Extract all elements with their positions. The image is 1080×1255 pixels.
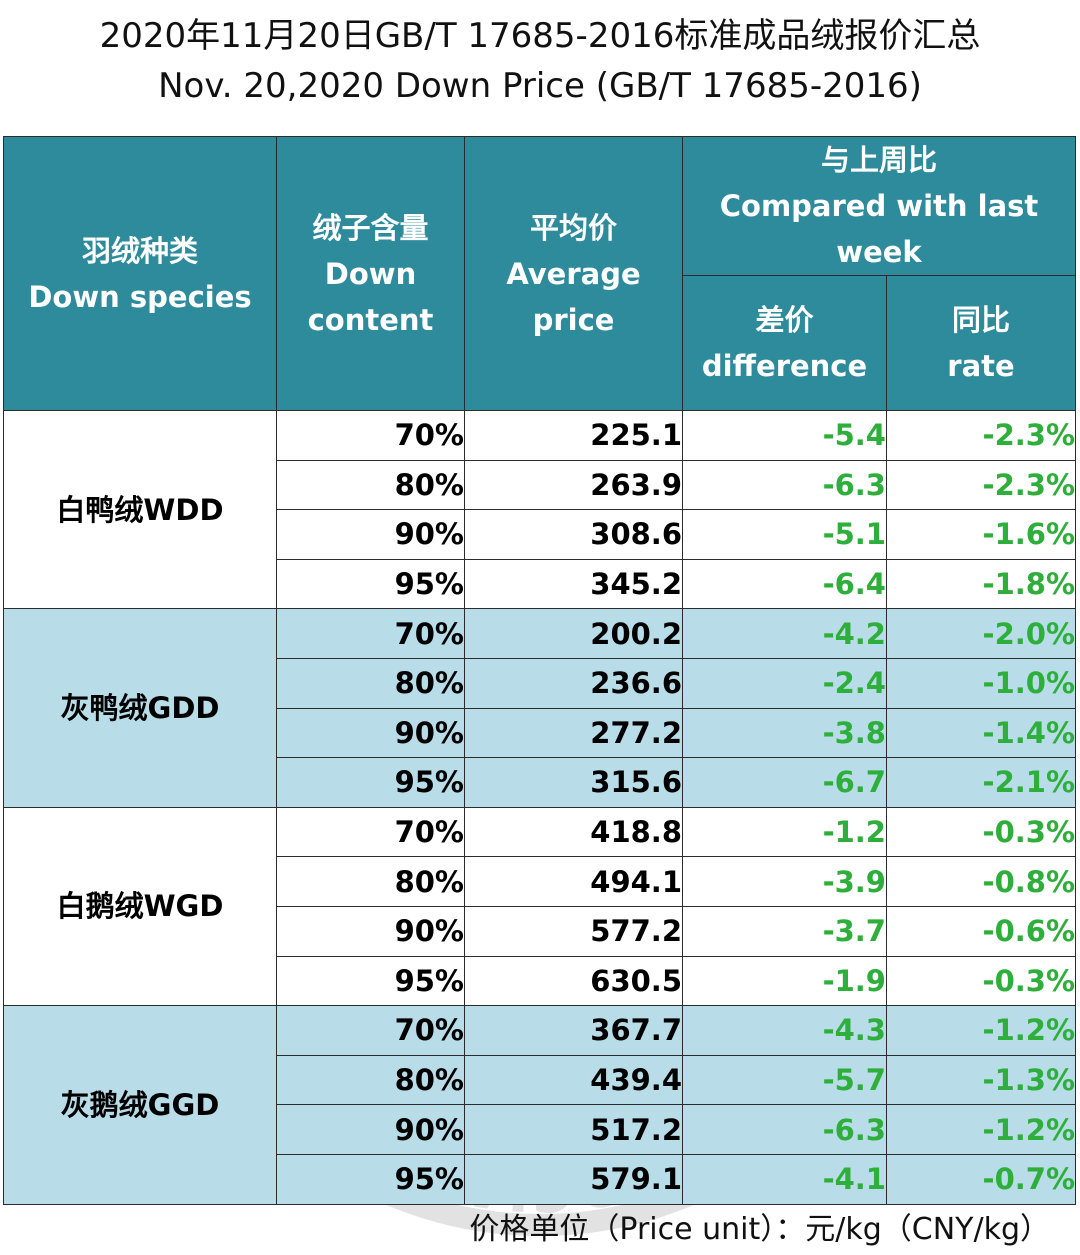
- content-cell: 90%: [276, 707, 465, 759]
- header-rate: 同比 rate: [885, 275, 1077, 411]
- difference-cell: -4.3: [682, 1005, 887, 1056]
- content-cell: 70%: [276, 410, 465, 461]
- difference-cell: -2.4: [682, 657, 887, 709]
- table-row: 95% 579.1 -4.1 -0.7%: [4, 1153, 1077, 1205]
- header-compared-last-week: 与上周比 Compared with last week: [681, 136, 1077, 276]
- average-price-cell: 236.6: [464, 657, 683, 709]
- content-cell: 80%: [276, 856, 465, 907]
- average-price-cell: 225.1: [464, 410, 683, 461]
- down-price-table: 羽绒种类 Down species 绒子含量 Down content 平均价 Aver…: [3, 136, 1077, 1205]
- rate-cell: -0.3%: [885, 955, 1077, 1007]
- content-cell: 95%: [276, 955, 465, 1007]
- average-price-cell: 367.7: [464, 1005, 683, 1056]
- average-price-cell: 630.5: [464, 955, 683, 1007]
- rate-cell: -1.8%: [885, 558, 1077, 610]
- rate-cell: -0.8%: [885, 856, 1077, 907]
- content-cell: 70%: [276, 608, 465, 659]
- rate-cell: -0.6%: [885, 905, 1077, 957]
- average-price-cell: 517.2: [464, 1104, 683, 1155]
- content-cell: 95%: [276, 757, 465, 808]
- rate-cell: -1.0%: [885, 657, 1077, 709]
- average-price-cell: 345.2: [464, 558, 683, 610]
- species-cell: 白鸭绒WDD: [3, 409, 277, 610]
- difference-cell: -3.8: [682, 707, 887, 759]
- table-row: 95% 630.5 -1.9 -0.3%: [4, 955, 1077, 1007]
- table-row: 90% 277.2 -3.8 -1.4%: [4, 707, 1077, 759]
- table-row: 白鸭绒WDD 70% 225.1 -5.4 -2.3%: [3, 409, 1077, 610]
- title-chinese: 2020年11月20日GB/T 17685-2016标准成品绒报价汇总: [99, 16, 981, 56]
- rate-cell: -1.3%: [885, 1054, 1077, 1106]
- species-cell: 灰鸭绒GDD: [3, 608, 277, 808]
- average-price-cell: 579.1: [464, 1153, 683, 1205]
- difference-cell: -5.1: [682, 509, 887, 560]
- header-average-price: 平均价 Average price: [464, 136, 683, 411]
- content-cell: 70%: [276, 806, 465, 858]
- difference-cell: -3.7: [682, 905, 887, 957]
- average-price-cell: 418.8: [464, 806, 683, 858]
- rate-cell: -1.4%: [885, 707, 1077, 759]
- species-cell: 白鹅绒WGD: [3, 806, 277, 1007]
- average-price-cell: 494.1: [464, 856, 683, 907]
- difference-cell: -4.1: [682, 1153, 887, 1205]
- header-down-content: 绒子含量 Down content: [276, 136, 465, 411]
- rate-cell: -2.1%: [885, 757, 1077, 808]
- content-cell: 80%: [276, 459, 465, 511]
- table-row: 90% 308.6 -5.1 -1.6%: [4, 509, 1077, 560]
- average-price-cell: 577.2: [464, 905, 683, 957]
- table-row: 95% 315.6 -6.7 -2.1%: [4, 757, 1077, 808]
- table-row: 白鹅绒WGD 70% 418.8 -1.2 -0.3%: [3, 806, 1077, 1007]
- rate-cell: -2.3%: [885, 459, 1077, 511]
- difference-cell: -1.2: [682, 806, 887, 858]
- rate-cell: -0.7%: [885, 1153, 1077, 1205]
- header-difference: 差价 difference: [682, 275, 887, 411]
- table-row: 80% 236.6 -2.4 -1.0%: [4, 657, 1077, 709]
- rate-cell: -1.2%: [885, 1005, 1077, 1056]
- average-price-cell: 308.6: [464, 509, 683, 560]
- table-row: 80% 439.4 -5.7 -1.3%: [4, 1054, 1077, 1106]
- difference-cell: -6.7: [682, 757, 887, 808]
- average-price-cell: 439.4: [464, 1054, 683, 1106]
- difference-cell: -6.4: [682, 558, 887, 610]
- rate-cell: -1.2%: [885, 1104, 1077, 1155]
- table-row: 灰鹅绒GGD 70% 367.7 -4.3 -1.2%: [3, 1005, 1077, 1205]
- table-row: 95% 345.2 -6.4 -1.8%: [4, 558, 1077, 610]
- content-cell: 80%: [276, 657, 465, 709]
- average-price-cell: 277.2: [464, 707, 683, 759]
- content-cell: 90%: [276, 905, 465, 957]
- content-cell: 90%: [276, 509, 465, 560]
- content-cell: 95%: [276, 1153, 465, 1205]
- species-cell: 灰鹅绒GGD: [3, 1005, 277, 1205]
- difference-cell: -1.9: [682, 955, 887, 1007]
- content-cell: 90%: [276, 1104, 465, 1155]
- difference-cell: -6.3: [682, 1104, 887, 1155]
- difference-cell: -5.4: [682, 410, 887, 461]
- table-row: 80% 263.9 -6.3 -2.3%: [4, 459, 1077, 511]
- average-price-cell: 263.9: [464, 459, 683, 511]
- table-row: 90% 577.2 -3.7 -0.6%: [4, 905, 1077, 957]
- average-price-cell: 200.2: [464, 608, 683, 659]
- rate-cell: -1.6%: [885, 509, 1077, 560]
- price-unit-note: 价格单位（Price unit）：元/kg（CNY/kg）: [469, 1212, 1050, 1247]
- difference-cell: -4.2: [682, 608, 887, 659]
- rate-cell: -2.0%: [885, 608, 1077, 659]
- content-cell: 95%: [276, 558, 465, 610]
- average-price-cell: 315.6: [464, 757, 683, 808]
- table-row: 灰鸭绒GDD 70% 200.2 -4.2 -2.0%: [3, 608, 1077, 808]
- difference-cell: -3.9: [682, 856, 887, 907]
- title-english: Nov. 20,2020 Down Price (GB/T 17685-2016…: [158, 66, 922, 106]
- rate-cell: -2.3%: [885, 410, 1077, 461]
- difference-cell: -5.7: [682, 1054, 887, 1106]
- table-row: 90% 517.2 -6.3 -1.2%: [4, 1104, 1077, 1155]
- content-cell: 80%: [276, 1054, 465, 1106]
- header-species: 羽绒种类 Down species: [3, 136, 277, 411]
- content-cell: 70%: [276, 1005, 465, 1056]
- rate-cell: -0.3%: [885, 806, 1077, 858]
- difference-cell: -6.3: [682, 459, 887, 511]
- table-row: 80% 494.1 -3.9 -0.8%: [4, 856, 1077, 907]
